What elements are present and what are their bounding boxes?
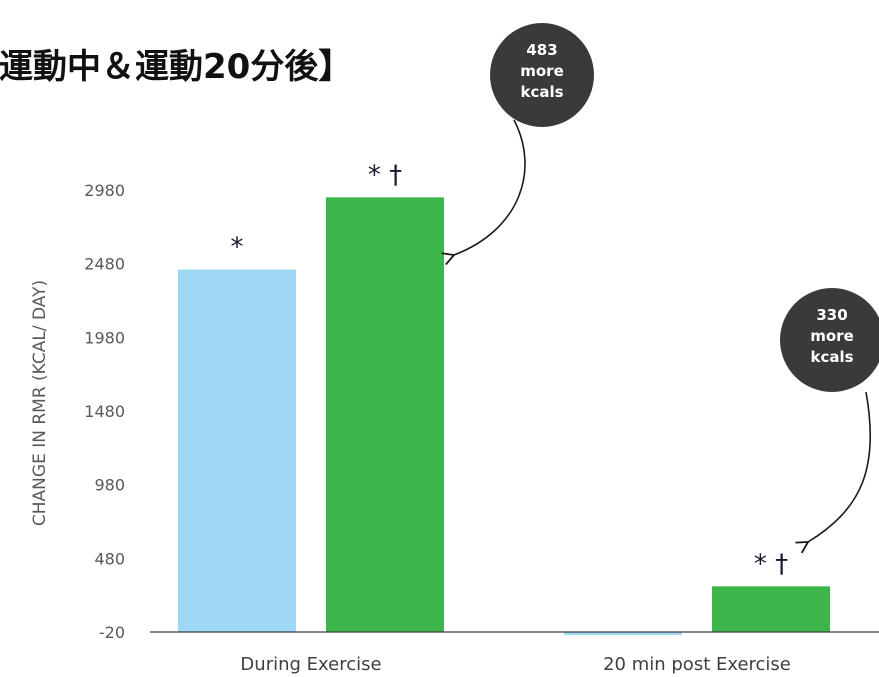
callout-483-line-2: more: [520, 62, 564, 80]
significance-marker-series1-cat1: * †: [754, 549, 788, 579]
bar-series1-cat1: [712, 586, 830, 632]
callout-483: 483 more kcals: [441, 23, 594, 266]
y-tick-label-0: -20: [99, 623, 125, 642]
y-tick-label-2: 980: [94, 476, 125, 495]
chart-title: 【運動中＆運動20分後】: [0, 47, 352, 87]
callout-330: 330 more kcals: [780, 288, 879, 554]
callout-330-arrow: [795, 391, 872, 554]
y-tick-label-5: 2480: [84, 255, 125, 274]
significance-markers: * * † * †: [231, 160, 789, 579]
callout-483-bubble: [490, 23, 594, 127]
significance-marker-series0-cat0: *: [231, 233, 244, 263]
bar-series0-cat1: [564, 632, 682, 635]
y-axis-label: CHANGE IN RMR (KCAL/ DAY): [30, 280, 50, 526]
bar-series1-cat0: [326, 197, 444, 632]
significance-marker-series1-cat0: * †: [368, 160, 402, 190]
callout-483-line-3: kcals: [520, 83, 563, 101]
callout-330-bubble: [780, 288, 879, 392]
callout-483-arrow: [441, 119, 526, 266]
y-axis-ticks: -20 480 980 1480 1980 2480 2980: [84, 181, 125, 642]
y-tick-label-3: 1480: [84, 402, 125, 421]
callout-330-line-2: more: [810, 327, 854, 345]
bars: [178, 197, 830, 635]
y-tick-label-1: 480: [94, 549, 125, 568]
callout-330-line-1: 330: [816, 306, 847, 324]
y-tick-label-4: 1980: [84, 328, 125, 347]
callout-330-line-3: kcals: [810, 348, 853, 366]
x-tick-label-20-min-post-exercise: 20 min post Exercise: [603, 654, 791, 675]
y-tick-label-6: 2980: [84, 181, 125, 200]
bar-series0-cat0: [178, 269, 296, 632]
callout-483-line-1: 483: [526, 41, 557, 59]
x-tick-label-during-exercise: During Exercise: [240, 654, 381, 675]
